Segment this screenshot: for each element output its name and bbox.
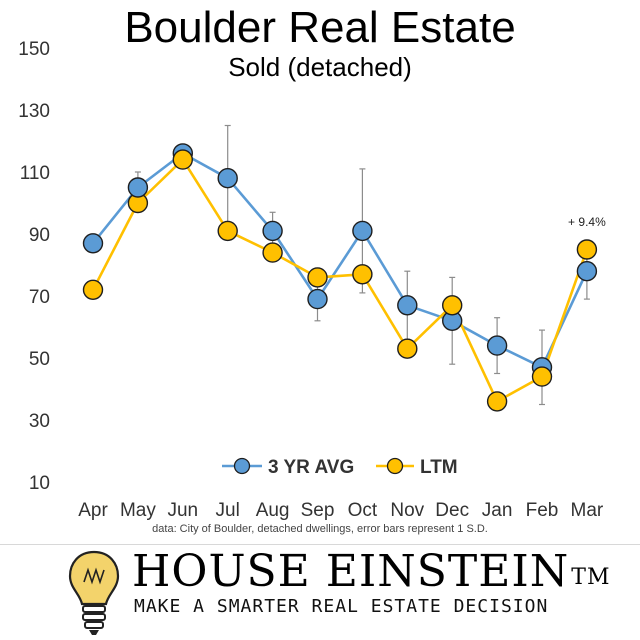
brand-name: HOUSE EINSTEINTM	[132, 546, 610, 598]
data-point	[397, 295, 418, 316]
x-tick-label: Mar	[571, 500, 604, 520]
divider	[0, 544, 640, 545]
x-tick-label: Sep	[301, 500, 335, 520]
chart-title: Boulder Real Estate	[124, 3, 516, 52]
y-tick-label: 90	[29, 225, 50, 246]
data-point	[486, 335, 508, 356]
data-point	[486, 391, 508, 412]
data-point	[307, 267, 328, 288]
data-point	[82, 233, 104, 254]
legend-label: LTM	[420, 457, 458, 478]
data-point	[262, 220, 283, 242]
annotations: + 9.4%	[568, 215, 606, 229]
x-axis: Apr May Jun Jul Aug Sep Oct Nov Dec Jan Feb Mar	[78, 500, 604, 520]
data-point	[307, 288, 328, 310]
legend-marker	[386, 457, 404, 475]
y-tick-label: 130	[18, 101, 50, 122]
data-source-caption: data: City of Boulder, detached dwelling…	[152, 523, 488, 535]
data-point	[82, 279, 104, 300]
data-point	[442, 295, 463, 316]
brand-footer: HOUSE EINSTEINTM MAKE A SMARTER REAL EST…	[0, 546, 640, 640]
y-tick-label: 110	[20, 163, 50, 184]
legend: 3 YR AVG LTM	[222, 457, 458, 478]
x-tick-label: Dec	[435, 500, 469, 520]
y-tick-label: 70	[29, 287, 50, 308]
x-tick-label: Nov	[390, 500, 424, 520]
data-point	[576, 261, 598, 282]
data-point	[531, 366, 553, 387]
y-tick-label: 30	[29, 411, 50, 432]
x-tick-label: Oct	[348, 500, 378, 520]
annotation-label: + 9.4%	[568, 215, 606, 229]
data-point	[217, 220, 238, 242]
trademark-symbol: TM	[571, 565, 611, 590]
brand-tagline: MAKE A SMARTER REAL ESTATE DECISION	[134, 596, 549, 617]
series-lines	[91, 152, 589, 403]
data-point	[576, 239, 598, 260]
legend-label: 3 YR AVG	[268, 457, 354, 478]
data-point	[217, 167, 238, 189]
legend-marker	[233, 457, 251, 475]
y-axis: 10 30 50 70 90 110 130 150	[18, 39, 50, 494]
data-point	[127, 177, 149, 198]
data-point	[172, 149, 194, 170]
series-points	[82, 143, 598, 412]
lightbulb-icon	[68, 550, 120, 635]
data-point	[352, 264, 373, 285]
data-point	[397, 338, 418, 359]
data-point	[352, 220, 373, 242]
y-tick-label: 150	[18, 39, 50, 60]
brand-name-text: HOUSE EINSTEIN	[132, 546, 570, 597]
y-tick-label: 50	[29, 349, 50, 370]
x-tick-label: Jul	[216, 500, 240, 520]
y-tick-label: 10	[29, 473, 50, 494]
x-tick-label: May	[120, 500, 156, 520]
x-tick-label: Feb	[526, 500, 559, 520]
x-tick-label: Apr	[78, 500, 108, 520]
series-line	[91, 158, 589, 403]
x-tick-label: Jun	[167, 500, 198, 520]
data-point	[262, 242, 283, 263]
x-tick-label: Jan	[482, 500, 513, 520]
chart-subtitle: Sold (detached)	[228, 52, 412, 82]
x-tick-label: Aug	[256, 500, 290, 520]
series-line	[91, 152, 589, 369]
line-chart: 10 30 50 70 90 110 130 150 Apr May Jun Jul Aug Sep Oc…	[18, 39, 606, 520]
